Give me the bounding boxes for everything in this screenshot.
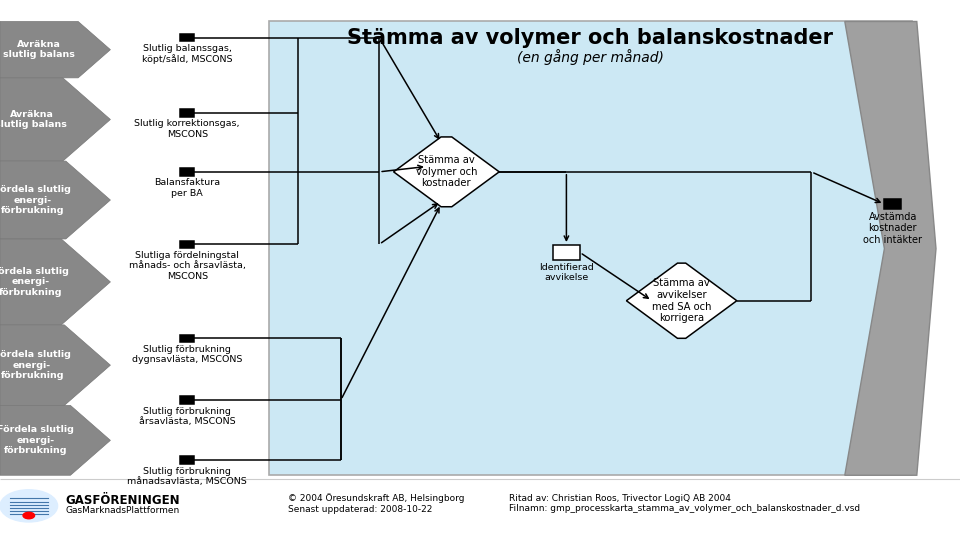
Polygon shape [0, 21, 110, 78]
Text: Fördela slutlig
energi-
förbrukning: Fördela slutlig energi- förbrukning [0, 425, 74, 455]
Polygon shape [394, 137, 499, 207]
FancyBboxPatch shape [180, 34, 194, 41]
Text: Fördela slutlig
energi-
förbrukning: Fördela slutlig energi- förbrukning [0, 350, 71, 380]
Circle shape [23, 512, 35, 519]
Polygon shape [626, 263, 737, 338]
Text: Fördela slutlig
energi-
förbrukning: Fördela slutlig energi- förbrukning [0, 267, 69, 297]
FancyBboxPatch shape [180, 335, 194, 342]
Text: Stämma av
volymer och
kostnader: Stämma av volymer och kostnader [416, 155, 477, 188]
Text: Avräkna
slutlig balans: Avräkna slutlig balans [0, 110, 67, 129]
FancyBboxPatch shape [180, 168, 194, 176]
Polygon shape [0, 325, 110, 405]
Text: (en gång per månad): (en gång per månad) [517, 49, 663, 66]
Text: Stämma av
avvikelser
med SA och
korrigera: Stämma av avvikelser med SA och korriger… [652, 278, 711, 323]
Text: GASFÖRENINGEN: GASFÖRENINGEN [65, 494, 180, 507]
FancyBboxPatch shape [884, 199, 901, 209]
Polygon shape [845, 21, 936, 475]
Text: GasMarknadsPlattformen: GasMarknadsPlattformen [65, 506, 180, 514]
Polygon shape [0, 405, 110, 475]
Text: Ritad av: Christian Roos, Trivector LogiQ AB 2004
Filnamn: gmp_processkarta_stam: Ritad av: Christian Roos, Trivector Logi… [509, 494, 860, 513]
FancyBboxPatch shape [180, 396, 194, 404]
Text: Slutliga fördelningstal
månads- och årsavlästa,
MSCONS: Slutliga fördelningstal månads- och årsa… [129, 251, 246, 280]
Text: © 2004 Öresundskraft AB, Helsingborg
Senast uppdaterad: 2008-10-22: © 2004 Öresundskraft AB, Helsingborg Sen… [288, 494, 465, 514]
Text: Slutlig korrektionsgas,
MSCONS: Slutlig korrektionsgas, MSCONS [134, 119, 240, 139]
Polygon shape [0, 239, 110, 325]
Circle shape [0, 490, 58, 522]
Polygon shape [0, 161, 110, 239]
FancyBboxPatch shape [269, 21, 912, 475]
Polygon shape [0, 78, 110, 161]
Text: Avstämda
kostnader
och intäkter: Avstämda kostnader och intäkter [863, 212, 923, 245]
Text: Slutlig förbrukning
dygnsavlästa, MSCONS: Slutlig förbrukning dygnsavlästa, MSCONS [132, 345, 242, 364]
Text: Slutlig förbrukning
årsavlästa, MSCONS: Slutlig förbrukning årsavlästa, MSCONS [139, 407, 235, 426]
Text: Identifierad
avvikelse: Identifierad avvikelse [539, 263, 594, 282]
Text: Stämma av volymer och balanskostnader: Stämma av volymer och balanskostnader [348, 27, 833, 48]
FancyBboxPatch shape [180, 456, 194, 464]
Text: Avräkna
slutlig balans: Avräkna slutlig balans [3, 40, 75, 60]
Text: Fördela slutlig
energi-
förbrukning: Fördela slutlig energi- förbrukning [0, 185, 71, 215]
FancyBboxPatch shape [180, 241, 194, 248]
FancyBboxPatch shape [553, 245, 580, 260]
Text: Slutlig balanssgas,
köpt/såld, MSCONS: Slutlig balanssgas, köpt/såld, MSCONS [142, 44, 232, 64]
Text: Balansfaktura
per BA: Balansfaktura per BA [155, 178, 220, 198]
FancyBboxPatch shape [180, 109, 194, 117]
Text: Slutlig förbrukning
månadsavlästa, MSCONS: Slutlig förbrukning månadsavlästa, MSCON… [128, 467, 247, 486]
